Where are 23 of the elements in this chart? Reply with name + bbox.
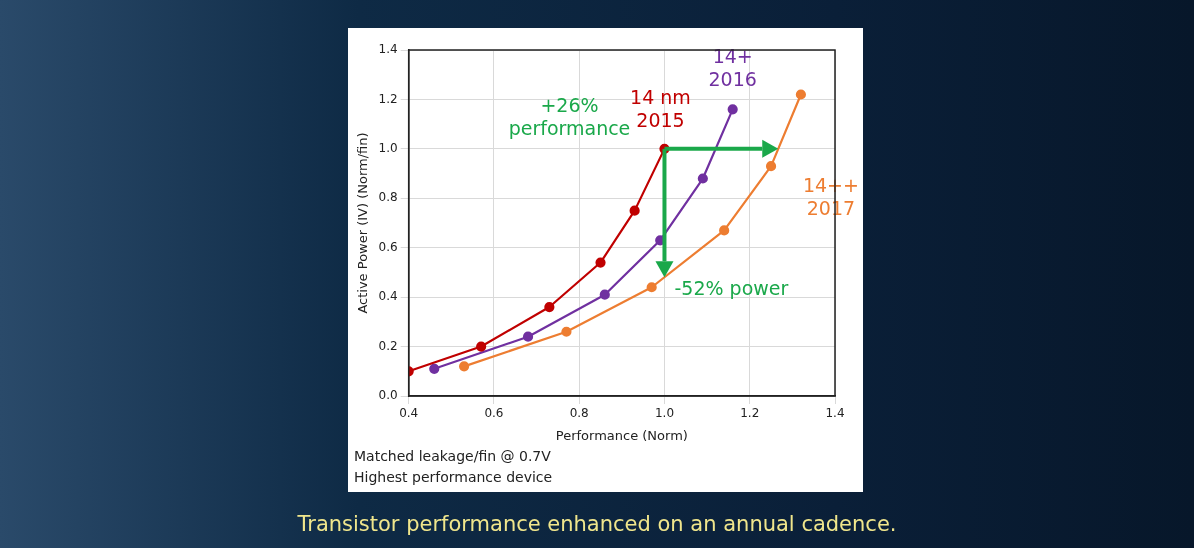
text: Matched leakage/fin @ 0.7V: [354, 447, 552, 466]
y-tick-label: 1.4: [378, 42, 398, 57]
x-tick-label: 1.4: [825, 406, 845, 421]
series-label: 14+ 2016: [708, 44, 757, 90]
y-axis-title: Active Power (IV) (Norm/fin): [355, 132, 371, 314]
text: Transistor performance enhanced on an annual cadence.: [296, 512, 898, 536]
y-tick-label: 0.8: [378, 190, 398, 205]
x-tick-label: 1.2: [740, 406, 760, 421]
x-tick-label: 1.0: [654, 406, 675, 421]
y-tick-label: 0.0: [378, 388, 398, 403]
y-tick-label: 1.0: [378, 140, 398, 155]
y-tick-label: 0.2: [378, 338, 398, 353]
y-tick-label: 0.6: [378, 239, 398, 254]
y-tick-label: 1.2: [378, 91, 398, 106]
series-label: 14 nm 2015: [630, 86, 691, 132]
text: Highest performance device: [354, 468, 553, 487]
x-axis-title: Performance (Norm): [555, 427, 688, 443]
x-tick-label: 0.8: [569, 406, 589, 421]
annotation: +26% performance: [508, 94, 631, 140]
y-tick-label: 0.4: [378, 289, 398, 304]
x-tick-label: 0.6: [484, 406, 504, 421]
annotation: -52% power: [674, 277, 789, 300]
x-tick-label: 0.4: [399, 406, 419, 421]
